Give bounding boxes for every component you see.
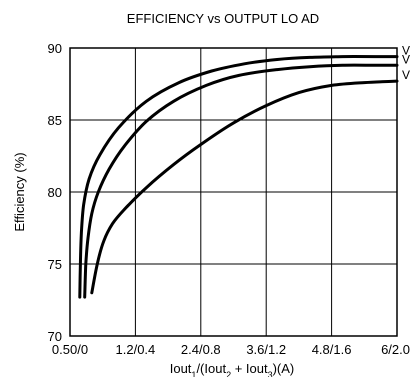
x-tick-label: 2.4/0.8 [181,342,221,357]
series-3-label: V [402,68,410,82]
x-tick-label: 0.50/0 [52,342,88,357]
plot-frame [69,47,398,337]
x-tick-label: 3.6/1.2 [246,342,286,357]
series-3-line [90,79,399,295]
y-tick-labels: 70 75 80 85 90 [48,41,62,344]
chart-title: EFFICIENCY vs OUTPUT LO AD [127,11,319,26]
series-1-label: V [402,44,410,58]
series-labels: VVV [402,44,410,82]
y-tick-label: 85 [48,113,62,128]
y-tick-label: 75 [48,257,62,272]
y-axis-label: Efficiency (%) [12,152,27,231]
series-curves [78,55,399,299]
y-tick-label: 70 [48,329,62,344]
x-axis-label: Iout1/(Iout2 + Iout3)(A) [170,361,295,377]
series-1-line [78,55,399,299]
y-tick-label: 80 [48,185,62,200]
x-tick-label: 4.8/1.6 [312,342,352,357]
y-tick-label: 90 [48,41,62,56]
series-2-line [83,63,399,299]
x-tick-labels: 0.50/0 1.2/0.4 2.4/0.8 3.6/1.2 4.8/1.6 6/2.0 [52,342,410,357]
x-tick-label: 1.2/0.4 [116,342,156,357]
grid-lines [70,48,397,336]
series-2-label: V [402,52,410,66]
x-tick-label: 6/2.0 [381,342,410,357]
